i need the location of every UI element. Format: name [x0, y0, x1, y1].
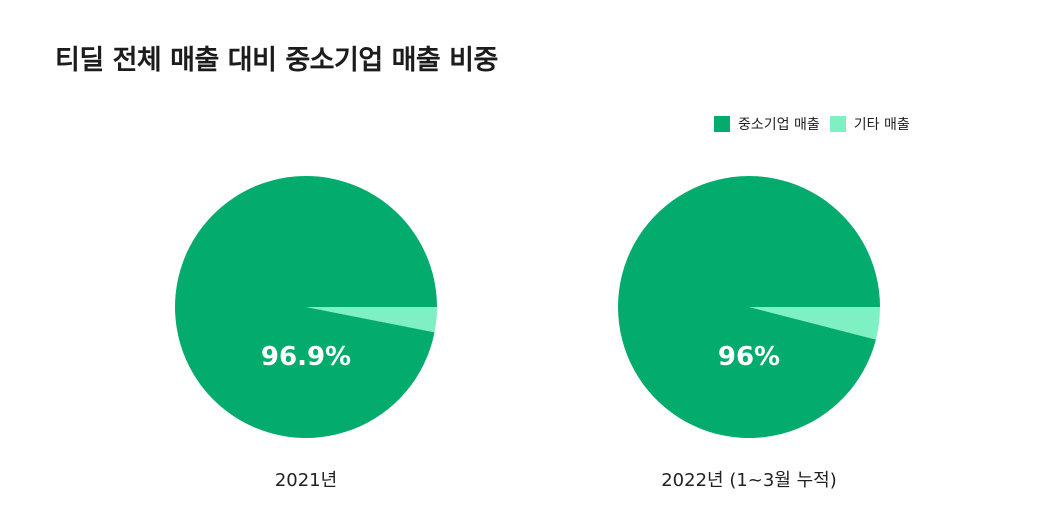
pie-2021-slices	[175, 176, 437, 439]
legend: 중소기업 매출 기타 매출	[714, 114, 920, 134]
pie-2022: 96% 2022년 (1~3월 누적)	[618, 175, 880, 491]
legend-swatch-other	[829, 116, 846, 132]
pie-2021-center-label: 96.9%	[261, 342, 351, 372]
pie-2022-slice-other	[749, 307, 880, 340]
pie-2021-slice-sme	[175, 176, 437, 439]
pie-2022-slices	[618, 175, 880, 438]
chart-title: 티딜 전체 매출 대비 중소기업 매출 비중	[55, 45, 498, 76]
pie-2022-center-label: 96%	[718, 342, 780, 372]
legend-label-other: 기타 매출	[853, 117, 910, 133]
pie-2022-slice-sme	[618, 175, 880, 438]
pie-2021-slice-other	[306, 307, 437, 333]
legend-label-sme: 중소기업 매출	[738, 117, 820, 133]
legend-swatch-sme	[714, 116, 730, 132]
legend-item-other: 기타 매출	[829, 114, 910, 134]
pie-2021: 96.9% 2021년	[175, 176, 437, 491]
pie-2022-caption: 2022년 (1~3월 누적)	[661, 470, 837, 491]
pie-2021-caption: 2021년	[275, 470, 337, 491]
legend-item-sme: 중소기업 매출	[714, 114, 820, 134]
